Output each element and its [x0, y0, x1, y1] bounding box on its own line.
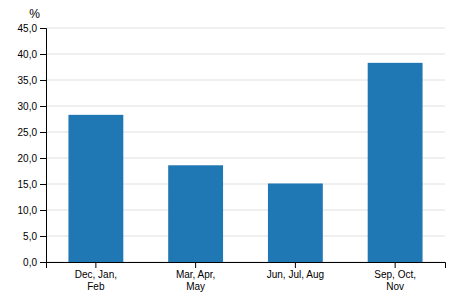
x-axis: Dec, Jan,Feb Mar, Apr,May Jun, Jul, Aug Sep… — [47, 262, 446, 292]
grid — [46, 28, 445, 262]
grid-line — [46, 54, 445, 55]
x-tick: Sep, Oct,Nov — [374, 262, 416, 292]
y-tick-label: 15,0 — [18, 179, 38, 190]
y-tick-mark — [40, 210, 46, 211]
y-tick-label: 35,0 — [18, 75, 38, 86]
x-tick-label: Dec, Jan,Feb — [75, 269, 117, 292]
chart: 0,0 5,0 10,0 15,0 20,0 25,0 30,0 35,0 40,0 45,0 De… — [0, 0, 459, 306]
y-tick: 25,0 — [18, 127, 46, 138]
y-tick-label: 40,0 — [18, 49, 38, 60]
x-tick: Mar, Apr,May — [176, 262, 215, 292]
y-tick-label: 30,0 — [18, 101, 38, 112]
y-axis-line — [40, 29, 47, 263]
y-tick-label: 25,0 — [18, 127, 38, 138]
y-tick-mark — [40, 80, 46, 81]
x-tick: Jun, Jul, Aug — [267, 262, 324, 280]
y-tick: 40,0 — [18, 49, 46, 60]
y-tick-mark — [40, 106, 46, 107]
y-axis-title: % — [29, 7, 40, 21]
y-tick: 35,0 — [18, 75, 46, 86]
y-tick-mark — [40, 54, 46, 55]
x-tick-mark — [195, 262, 196, 268]
y-tick-mark — [40, 184, 46, 185]
y-tick-mark — [40, 28, 46, 29]
y-tick: 20,0 — [18, 153, 46, 164]
y-tick-label: 10,0 — [18, 205, 38, 216]
y-tick-label: 20,0 — [18, 153, 38, 164]
x-tick-mark — [295, 262, 296, 268]
bar — [68, 115, 123, 262]
y-tick: 30,0 — [18, 101, 46, 112]
x-tick-label: Sep, Oct,Nov — [374, 269, 416, 292]
y-tick-mark — [40, 158, 46, 159]
y-tick-mark — [40, 132, 46, 133]
x-tick-label: Mar, Apr,May — [176, 269, 215, 292]
y-tick: 15,0 — [18, 179, 46, 190]
x-tick-label: Jun, Jul, Aug — [267, 269, 324, 280]
bar — [368, 63, 423, 262]
y-tick-label: 45,0 — [18, 23, 38, 34]
y-axis: 0,0 5,0 10,0 15,0 20,0 25,0 30,0 35,0 40,0 45,0 — [18, 23, 47, 268]
y-tick-label: 5,0 — [23, 231, 37, 242]
x-tick-mark — [95, 262, 96, 268]
plot-area — [68, 63, 422, 262]
bar — [268, 183, 323, 262]
x-tick: Dec, Jan,Feb — [75, 262, 117, 292]
y-tick: 0,0 — [23, 257, 46, 268]
bar — [168, 165, 223, 262]
y-tick-mark — [40, 262, 46, 263]
x-tick-mark — [395, 262, 396, 268]
y-tick-mark — [40, 236, 46, 237]
grid-line — [46, 28, 445, 29]
y-tick: 45,0 — [18, 23, 46, 34]
x-axis-line — [47, 263, 446, 269]
y-tick: 5,0 — [23, 231, 46, 242]
y-tick-label: 0,0 — [23, 257, 37, 268]
y-tick: 10,0 — [18, 205, 46, 216]
